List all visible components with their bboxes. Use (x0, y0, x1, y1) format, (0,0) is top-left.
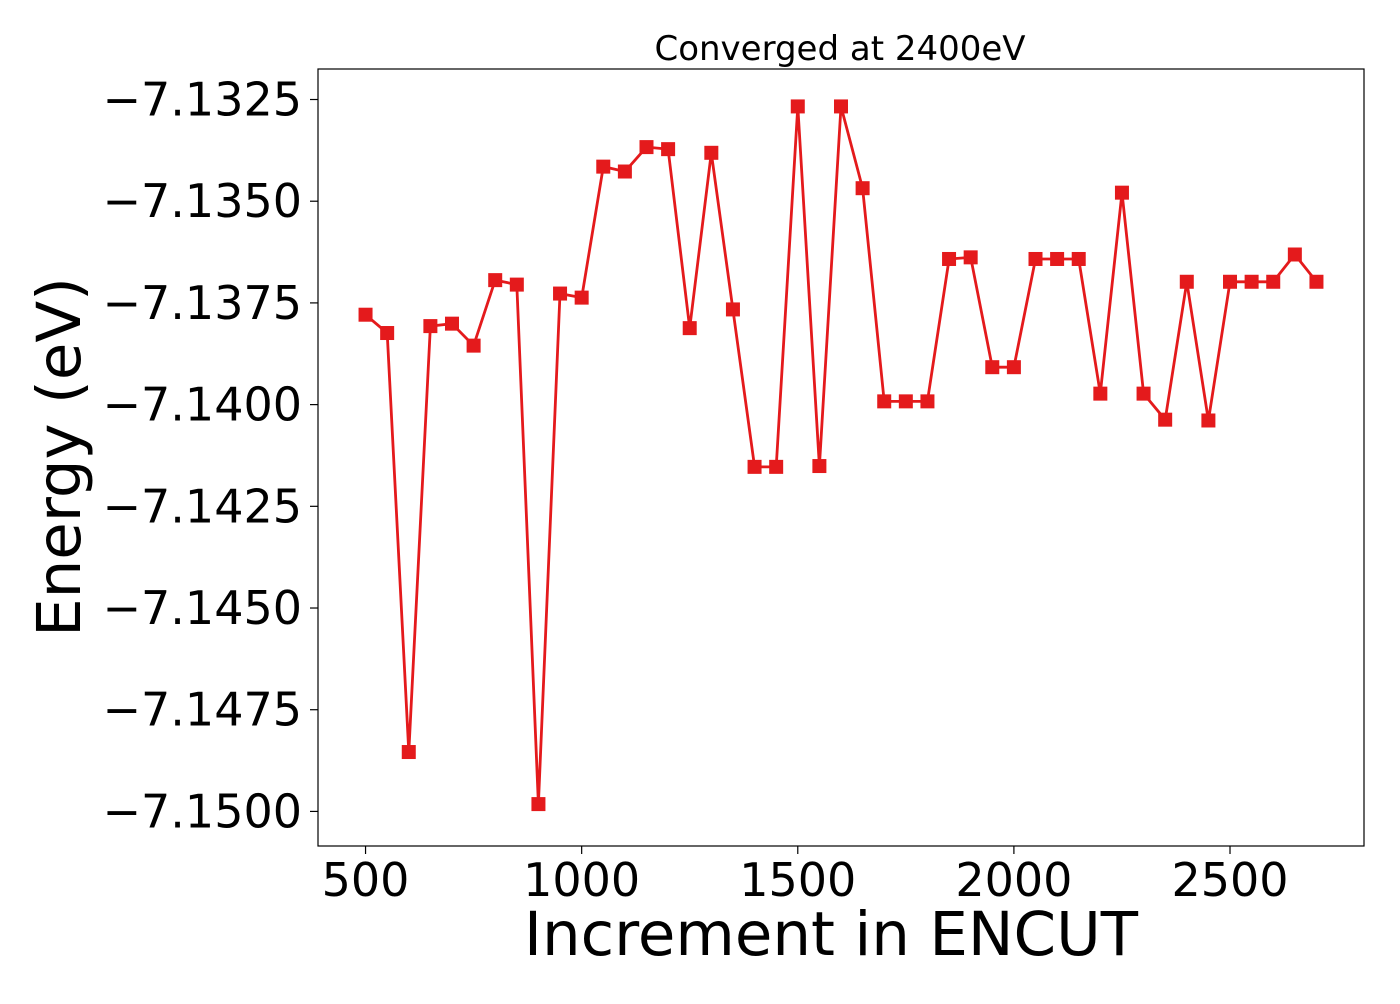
data-point (639, 140, 654, 155)
data-point (1071, 251, 1086, 266)
data-point (1028, 251, 1043, 266)
chart-title: Converged at 2400eV (654, 29, 1025, 69)
y-tick-label: −7.1450 (103, 581, 303, 635)
data-point (790, 99, 805, 114)
series-line (364, 105, 1318, 806)
x-tick-label: 1000 (523, 853, 640, 907)
y-tick-label: −7.1500 (103, 784, 303, 838)
data-point (380, 326, 395, 341)
plot-area (358, 99, 1324, 812)
y-tick-label: −7.1325 (103, 73, 303, 127)
data-point (423, 319, 438, 334)
data-point (661, 142, 676, 157)
data-point (553, 286, 568, 301)
data-point (1309, 274, 1324, 289)
data-point (942, 251, 957, 266)
data-point (531, 797, 546, 812)
data-point (834, 99, 848, 114)
data-point (1244, 274, 1259, 289)
data-point (1179, 274, 1194, 289)
y-tick-label: −7.1375 (103, 276, 303, 330)
x-tick-label: 500 (322, 853, 410, 907)
data-point (855, 181, 870, 196)
x-tick-label: 1500 (739, 853, 856, 907)
data-point (920, 394, 935, 409)
x-axis: 500 1000 1500 2000 2500 (322, 846, 1289, 907)
data-point (1006, 360, 1021, 375)
data-point (704, 145, 719, 160)
data-point (985, 360, 1000, 375)
data-point (1201, 413, 1216, 428)
data-point (488, 273, 503, 288)
y-axis-label: Energy (eV) (24, 277, 95, 637)
data-point (725, 302, 740, 317)
data-point (358, 307, 373, 322)
data-point (1050, 251, 1065, 266)
data-point (596, 159, 611, 174)
x-axis-label: Increment in ENCUT (524, 899, 1139, 970)
data-point (898, 394, 913, 409)
y-tick-label: −7.1400 (103, 378, 303, 432)
data-point (617, 164, 632, 179)
data-point (574, 290, 589, 305)
data-point (963, 250, 978, 265)
y-axis: −7.1325 −7.1350 −7.1375 −7.1400 −7.1425 −7.14… (103, 73, 318, 838)
data-point (509, 277, 524, 292)
data-point (1266, 274, 1281, 289)
data-point (401, 745, 416, 760)
plot-frame (317, 68, 1365, 847)
y-tick-label: −7.1475 (103, 683, 303, 737)
data-point (1223, 274, 1238, 289)
data-point (747, 459, 762, 474)
data-point (1158, 412, 1173, 427)
data-point (1136, 386, 1151, 401)
data-point (1114, 185, 1129, 200)
y-tick-label: −7.1425 (103, 479, 303, 533)
data-point (1093, 386, 1108, 401)
x-tick-label: 2500 (1171, 853, 1288, 907)
y-tick-label: −7.1350 (103, 174, 303, 228)
data-point (812, 459, 827, 474)
data-point (1287, 247, 1302, 262)
data-point (444, 316, 459, 331)
x-tick-label: 2000 (955, 853, 1072, 907)
data-point (769, 459, 784, 474)
data-point (466, 338, 481, 353)
data-point (682, 321, 697, 336)
data-point (877, 394, 892, 409)
